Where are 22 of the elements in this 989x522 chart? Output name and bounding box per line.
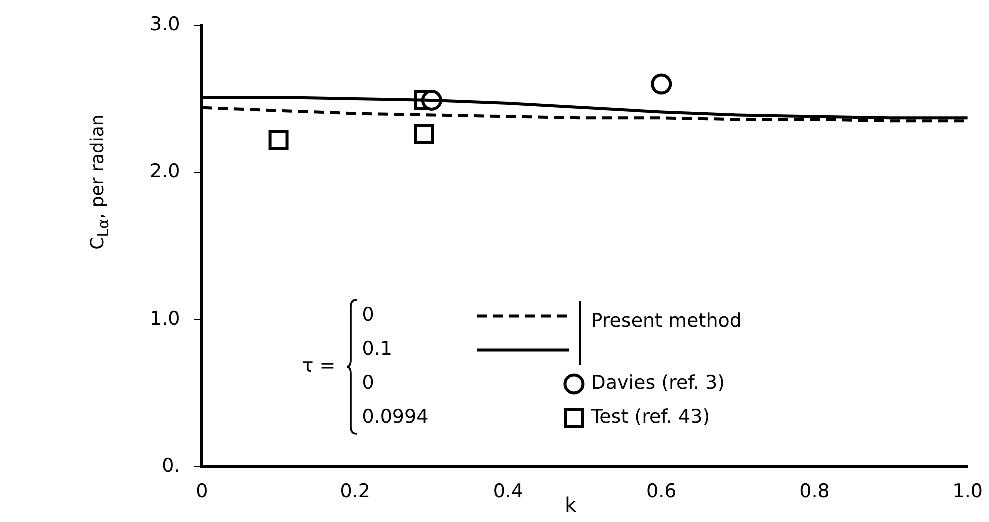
y-tick-label: 3.0 xyxy=(150,13,180,36)
x-tick-label: 0 xyxy=(196,480,208,503)
y-tick-label: 1.0 xyxy=(150,308,180,330)
legend-label: Davies (ref. 3) xyxy=(591,372,726,394)
x-axis-title: k xyxy=(565,493,577,518)
legend-title: τ = xyxy=(302,355,336,378)
point xyxy=(268,130,289,150)
x-tick-label: 0.4 xyxy=(493,480,524,503)
x-tick-label: 0.8 xyxy=(800,480,830,503)
annotation: 0.0994 xyxy=(362,406,429,428)
legend-label: Present method xyxy=(591,310,742,332)
y-tick-label: 0. xyxy=(162,455,180,478)
x-tick-label: 0.6 xyxy=(646,480,677,503)
y-tick-label: 2.0 xyxy=(150,160,180,183)
x-tick-label: 1.0 xyxy=(952,480,983,503)
annotation: 0.1 xyxy=(362,338,392,360)
annotation: 0 xyxy=(362,304,374,326)
annotation: 0 xyxy=(362,372,374,394)
x-tick-label: 0.2 xyxy=(340,480,370,503)
legend-label: Test (ref. 43) xyxy=(590,406,710,428)
point xyxy=(414,124,434,144)
point xyxy=(651,74,672,95)
